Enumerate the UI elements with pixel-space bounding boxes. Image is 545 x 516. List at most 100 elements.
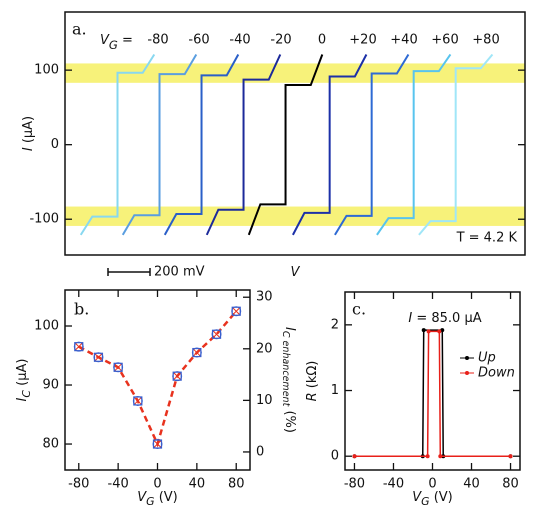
- legend-label: +60: [431, 33, 458, 48]
- point: [113, 362, 124, 373]
- point: [231, 306, 242, 317]
- panel-label: b.: [74, 300, 89, 319]
- y-tick-label: 1: [331, 383, 339, 398]
- y-tick-label: -100: [29, 212, 59, 227]
- point-cross: [232, 307, 240, 315]
- x-tick-label: 0: [428, 477, 436, 492]
- point: [426, 329, 431, 334]
- legend-marker: [465, 356, 469, 360]
- legend-label: +40: [390, 33, 417, 48]
- y-tick-label: 0: [331, 449, 339, 464]
- label-part: G: [421, 495, 429, 508]
- legend-label: Up: [478, 351, 496, 366]
- point-circle: [172, 371, 183, 382]
- point: [191, 347, 202, 358]
- label-part: (μA): [21, 116, 36, 147]
- legend-label: 0: [318, 33, 326, 48]
- label-part: V: [291, 265, 301, 280]
- legend-label: -20: [270, 33, 291, 48]
- point: [132, 395, 143, 406]
- legend-label: Down: [478, 366, 515, 381]
- label-part: I: [408, 311, 412, 326]
- plot-frame: [64, 11, 526, 256]
- point-circle: [132, 395, 143, 406]
- y2-tick-label: 20: [256, 341, 273, 356]
- point-cross: [193, 349, 201, 356]
- label-part: (V): [430, 490, 453, 505]
- label-part: =: [118, 33, 133, 48]
- legend-marker: [465, 371, 469, 375]
- label-part: I: [21, 147, 36, 151]
- scale-bar-label: 200 mV: [154, 265, 205, 280]
- legend-title: VG =: [100, 33, 133, 52]
- legend-label: -80: [147, 33, 168, 48]
- annotation: I = 85.0 μA: [408, 311, 481, 326]
- point-circle: [211, 329, 222, 340]
- y2-tick-label: 30: [256, 290, 273, 305]
- annotation: T = 4.2 K: [456, 231, 518, 246]
- series-line: [247, 54, 324, 236]
- y2-axis-label: IC enhancement (%): [280, 327, 297, 433]
- series-line: [354, 330, 511, 457]
- y2-tick-label: 0: [256, 444, 264, 459]
- point-circle: [191, 347, 202, 358]
- x-axis-label: VG (V): [412, 490, 453, 508]
- point: [73, 341, 84, 352]
- label-part: I: [283, 327, 298, 331]
- point-circle: [93, 352, 104, 363]
- y-tick-label: 100: [34, 319, 59, 334]
- label-part: R: [305, 392, 320, 401]
- series-line: [79, 53, 156, 236]
- label-part: (V): [155, 490, 178, 505]
- point-cross: [213, 330, 220, 338]
- x-tick-label: -80: [68, 477, 89, 492]
- point: [438, 454, 443, 459]
- x-axis-label: VG (V): [137, 490, 178, 508]
- label-part: G: [146, 495, 154, 508]
- x-tick-label: -40: [383, 477, 404, 492]
- highlight-band: [65, 206, 525, 226]
- highlight-band: [65, 63, 525, 83]
- point-cross: [154, 440, 161, 448]
- panel-label: c.: [352, 300, 366, 319]
- point: [508, 454, 513, 459]
- y-tick-label: 0: [51, 137, 59, 152]
- x-tick-label: 0: [153, 477, 161, 492]
- series-line: [334, 53, 410, 236]
- label-part: C enhancement: [280, 331, 291, 408]
- x-tick-label: -80: [344, 477, 365, 492]
- y2-tick-label: 10: [256, 393, 273, 408]
- x-tick-label: 40: [463, 477, 480, 492]
- series-line: [292, 54, 368, 236]
- legend-label: +80: [472, 33, 499, 48]
- series-line: [418, 53, 494, 236]
- point: [425, 454, 430, 459]
- y-tick-label: 80: [42, 437, 59, 452]
- point: [152, 439, 163, 450]
- point-cross: [95, 353, 102, 361]
- label-part: (kΩ): [305, 361, 320, 393]
- series-line: [376, 53, 452, 236]
- y-axis-label: I (μA): [21, 116, 36, 151]
- point: [172, 371, 183, 382]
- label-part: V: [412, 490, 422, 505]
- label-part: C: [20, 390, 33, 398]
- x-tick-label: 80: [228, 477, 245, 492]
- label-part: I: [15, 397, 30, 401]
- y-tick-label: 2: [331, 317, 339, 332]
- label-part: = 85.0 μA: [412, 311, 482, 326]
- legend-label: -40: [229, 33, 250, 48]
- point-circle: [152, 439, 163, 450]
- label-part: (%): [283, 406, 298, 433]
- point: [421, 328, 426, 333]
- point-cross: [173, 372, 181, 380]
- series-line: [121, 53, 198, 236]
- y-tick-label: 100: [34, 63, 59, 78]
- point: [93, 352, 104, 363]
- label-part: (μA): [15, 359, 30, 390]
- x-tick-label: 80: [502, 477, 519, 492]
- y-axis-label: R (kΩ): [305, 361, 320, 402]
- x-axis-label: V: [291, 265, 301, 280]
- legend-label: +20: [349, 33, 376, 48]
